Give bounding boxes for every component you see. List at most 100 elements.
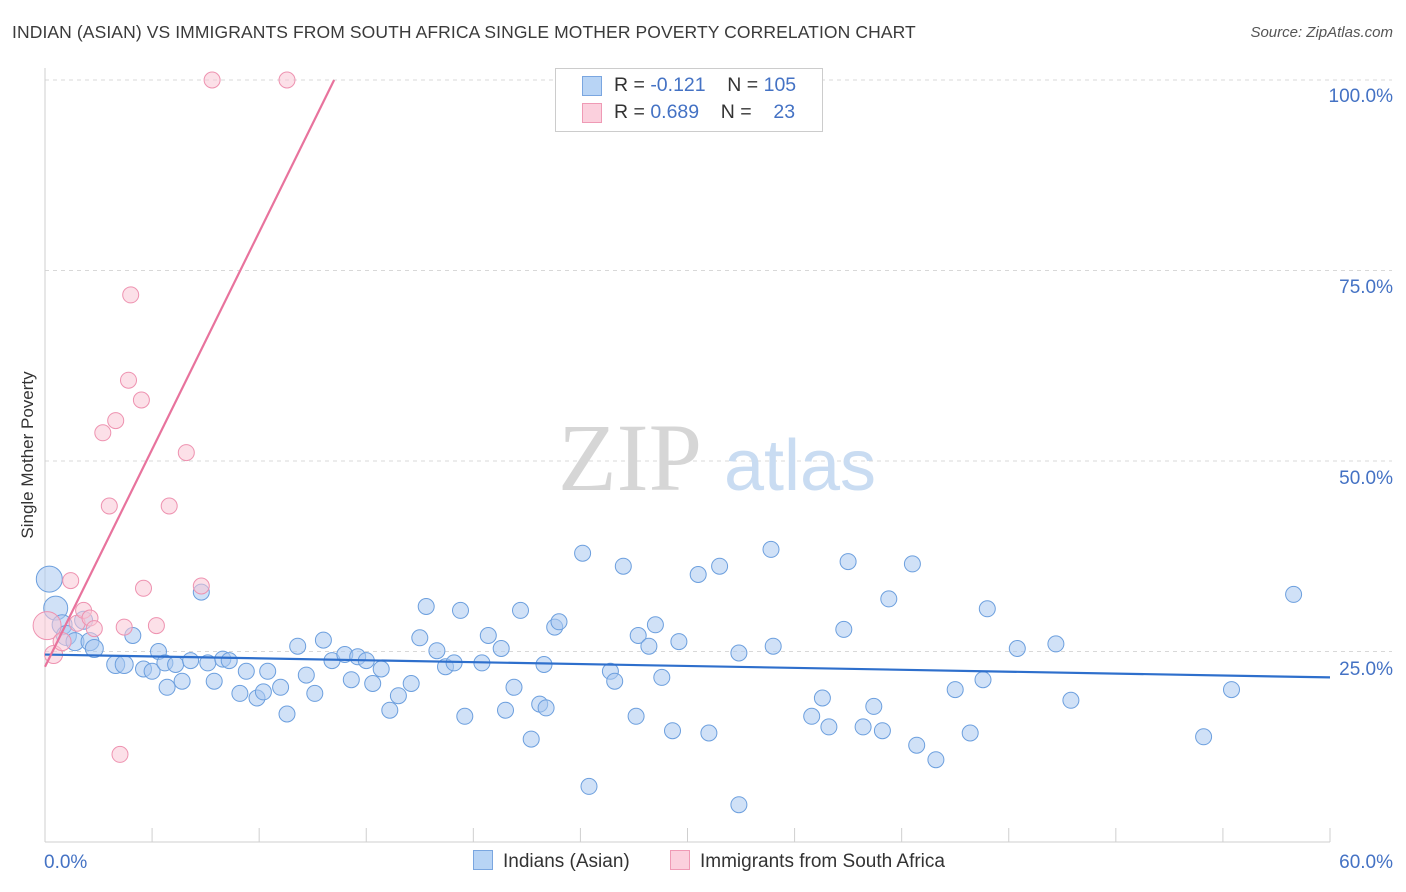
point-south-africa-20 xyxy=(192,577,210,595)
point-indians-73 xyxy=(653,668,671,686)
points-layer xyxy=(32,71,1303,814)
point-indians-51 xyxy=(456,707,474,725)
point-indians-91 xyxy=(880,590,898,608)
x-tick-min: 0.0% xyxy=(44,852,88,873)
point-south-africa-15 xyxy=(132,391,150,409)
point-south-africa-19 xyxy=(177,444,195,462)
point-south-africa-9 xyxy=(100,497,118,515)
point-indians-40 xyxy=(364,675,382,692)
point-indians-42 xyxy=(381,701,399,719)
point-indians-103 xyxy=(1223,681,1240,699)
point-indians-61 xyxy=(537,699,555,717)
point-indians-90 xyxy=(873,722,891,740)
bottom-legend-label: Immigrants from South Africa xyxy=(700,851,945,872)
point-indians-55 xyxy=(497,701,514,719)
point-indians-98 xyxy=(978,600,996,618)
point-indians-68 xyxy=(614,557,632,575)
legend-swatch-blue xyxy=(582,76,602,96)
y-tick-50: 50.0% xyxy=(1339,468,1393,489)
y-tick-100: 100.0% xyxy=(1328,86,1393,107)
point-indians-84 xyxy=(813,689,831,707)
point-south-africa-17 xyxy=(147,617,165,635)
y-axis-label: Single Mother Poverty xyxy=(18,371,37,539)
point-indians-25 xyxy=(237,662,255,680)
point-indians-7 xyxy=(84,639,104,658)
watermark-zip: ZIP xyxy=(558,404,702,511)
point-indians-32 xyxy=(297,666,315,684)
point-indians-96 xyxy=(961,724,979,742)
point-indians-29 xyxy=(272,678,290,696)
source-label: Source: ZipAtlas.com xyxy=(1250,24,1393,41)
point-indians-53 xyxy=(479,627,497,644)
point-indians-77 xyxy=(700,724,718,742)
point-south-africa-12 xyxy=(115,618,133,636)
point-indians-67 xyxy=(606,672,624,690)
legend-n-value: 105 xyxy=(763,74,797,96)
bottom-legend-indians[interactable]: Indians (Asian) xyxy=(473,850,630,873)
point-indians-80 xyxy=(730,796,748,814)
point-indians-50 xyxy=(452,601,469,619)
point-indians-12 xyxy=(143,662,161,680)
point-indians-93 xyxy=(908,736,926,754)
point-indians-95 xyxy=(946,681,964,699)
legend-swatch-pink xyxy=(582,103,602,123)
point-indians-72 xyxy=(646,616,664,634)
point-indians-56 xyxy=(505,678,523,696)
point-south-africa-16 xyxy=(135,579,152,597)
legend-r-label: R = xyxy=(614,74,645,96)
point-indians-79 xyxy=(730,644,748,662)
point-indians-78 xyxy=(711,557,729,575)
trend-line-south-africa xyxy=(44,79,336,668)
point-indians-82 xyxy=(764,637,782,655)
point-indians-63 xyxy=(550,613,568,631)
point-south-africa-13 xyxy=(120,371,137,389)
point-indians-31 xyxy=(289,637,307,655)
watermark: ZIP atlas xyxy=(558,404,876,511)
point-indians-65 xyxy=(580,777,598,795)
point-indians-21 xyxy=(205,672,223,690)
point-indians-0 xyxy=(35,565,63,593)
point-indians-33 xyxy=(306,684,324,702)
x-tick-max: 60.0% xyxy=(1339,852,1393,873)
point-indians-47 xyxy=(428,642,446,660)
bottom-legend-swatch-blue xyxy=(473,850,493,870)
watermark-atlas: atlas xyxy=(724,426,876,506)
point-indians-37 xyxy=(342,671,360,689)
chart-title: INDIAN (ASIAN) VS IMMIGRANTS FROM SOUTH … xyxy=(12,22,916,42)
point-indians-88 xyxy=(854,718,872,736)
point-indians-76 xyxy=(689,566,707,583)
bottom-legend-south-africa[interactable]: Immigrants from South Africa xyxy=(670,850,945,873)
point-indians-45 xyxy=(411,629,429,647)
point-south-africa-11 xyxy=(111,745,129,763)
point-indians-83 xyxy=(803,707,821,725)
point-south-africa-8 xyxy=(94,424,112,442)
point-indians-28 xyxy=(259,662,277,680)
legend-n-label: N = xyxy=(720,101,752,123)
point-indians-44 xyxy=(402,675,420,692)
point-indians-87 xyxy=(839,553,857,571)
point-indians-27 xyxy=(254,683,272,701)
point-indians-69 xyxy=(627,707,645,725)
point-south-africa-22 xyxy=(278,71,296,89)
point-indians-85 xyxy=(820,718,838,736)
point-indians-74 xyxy=(664,722,681,740)
point-indians-70 xyxy=(629,627,647,644)
point-indians-23 xyxy=(220,652,238,670)
legend-r-label: R = xyxy=(614,101,645,123)
point-indians-89 xyxy=(865,697,883,715)
point-indians-17 xyxy=(173,672,191,690)
point-south-africa-14 xyxy=(122,286,140,304)
legend-r-value: 0.689 xyxy=(650,101,700,123)
legend-n-value: 23 xyxy=(773,101,796,123)
point-indians-58 xyxy=(522,730,540,748)
point-indians-24 xyxy=(231,684,249,702)
point-indians-99 xyxy=(1008,640,1026,657)
point-indians-34 xyxy=(314,631,332,649)
point-indians-57 xyxy=(512,601,529,619)
point-south-africa-7 xyxy=(85,620,103,638)
point-indians-102 xyxy=(1195,728,1213,746)
stats-legend: R = -0.121 N = 105 R = 0.689 N = 23 xyxy=(555,68,823,132)
point-indians-81 xyxy=(762,540,780,558)
point-indians-86 xyxy=(835,620,853,638)
y-tick-25: 25.0% xyxy=(1339,659,1393,680)
